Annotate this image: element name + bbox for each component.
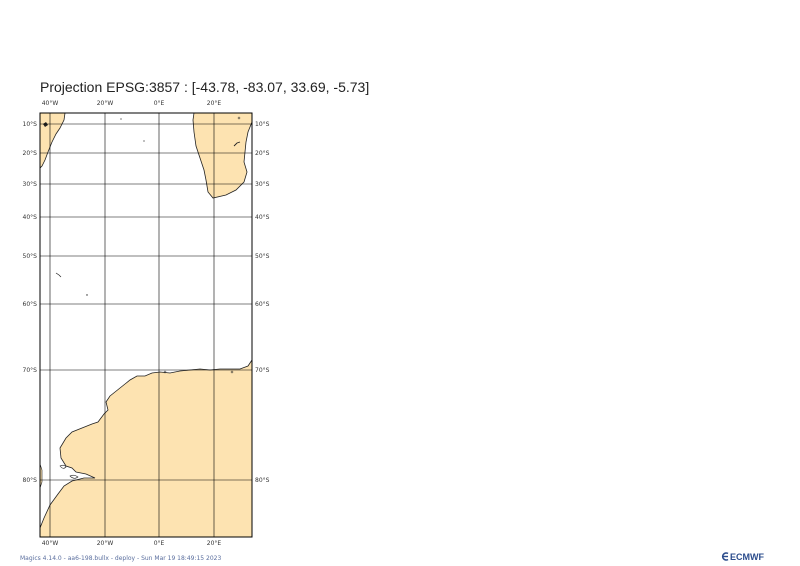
lon-label-bottom-20w: 20°W bbox=[97, 540, 114, 547]
island-small-2 bbox=[120, 118, 122, 120]
land-south-america bbox=[40, 113, 66, 169]
lon-label-top-0e: 0°E bbox=[154, 100, 165, 107]
lat-label-left-80s: 80°S bbox=[23, 477, 38, 484]
map-frame bbox=[39, 112, 253, 538]
lat-label-right-40s: 40°S bbox=[255, 214, 270, 221]
lat-label-right-10s: 10°S bbox=[255, 121, 270, 128]
land-africa bbox=[192, 113, 252, 199]
lat-label-left-10s: 10°S bbox=[23, 121, 38, 128]
lon-label-top-40w: 40°W bbox=[42, 100, 59, 107]
lat-label-left-40s: 40°S bbox=[23, 214, 38, 221]
lat-label-right-50s: 50°S bbox=[255, 253, 270, 260]
lon-label-top-20w: 20°W bbox=[97, 100, 114, 107]
ecmwf-logo-text: ECMWF bbox=[730, 552, 764, 562]
map-title: Projection EPSG:3857 : [-43.78, -83.07, … bbox=[40, 79, 370, 95]
lat-label-right-30s: 30°S bbox=[255, 181, 270, 188]
island-ice-2 bbox=[69, 474, 79, 479]
footer-credits: Magics 4.14.0 - aa6-198.bullx - deploy -… bbox=[20, 555, 222, 562]
lat-label-left-60s: 60°S bbox=[23, 301, 38, 308]
graticule bbox=[40, 113, 252, 537]
lon-label-bottom-20e: 20°E bbox=[207, 540, 222, 547]
island-small-4 bbox=[163, 370, 167, 374]
lat-label-right-80s: 80°S bbox=[255, 477, 270, 484]
lon-label-bottom-0e: 0°E bbox=[154, 540, 165, 547]
lon-label-bottom-40w: 40°W bbox=[42, 540, 59, 547]
island-ice-1 bbox=[59, 464, 67, 469]
lat-label-right-20s: 20°S bbox=[255, 150, 270, 157]
lat-label-right-60s: 60°S bbox=[255, 301, 270, 308]
lat-label-left-30s: 30°S bbox=[23, 181, 38, 188]
island-small-3 bbox=[143, 140, 145, 142]
lat-label-left-20s: 20°S bbox=[23, 150, 38, 157]
lon-label-top-20e: 20°E bbox=[207, 100, 222, 107]
island-falklands bbox=[43, 122, 48, 127]
ecmwf-logo-icon bbox=[721, 552, 729, 561]
lat-label-left-50s: 50°S bbox=[23, 253, 38, 260]
island-small-5 bbox=[230, 370, 234, 374]
lat-label-right-70s: 70°S bbox=[255, 367, 270, 374]
lat-label-left-70s: 70°S bbox=[23, 367, 38, 374]
island-madagascar bbox=[233, 141, 241, 147]
island-south-georgia bbox=[55, 272, 62, 278]
island-small-1 bbox=[86, 294, 88, 296]
island-small-6 bbox=[237, 116, 241, 120]
ecmwf-logo: ECMWF bbox=[720, 552, 764, 562]
